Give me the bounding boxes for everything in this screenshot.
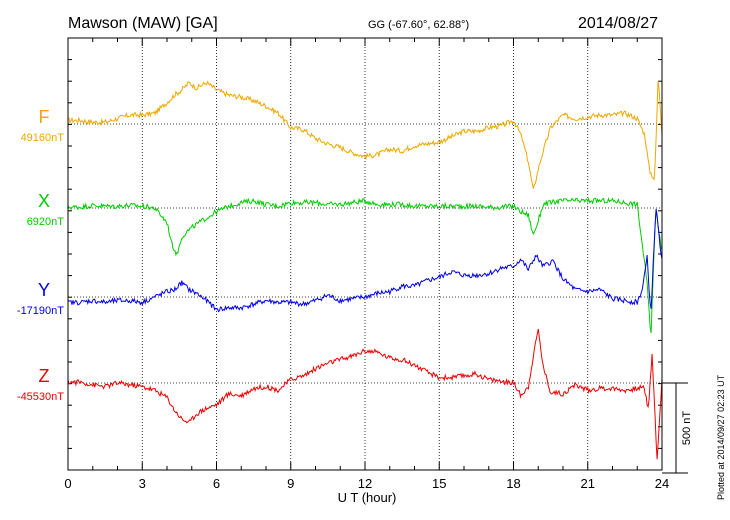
series-name-z: Z [39,366,50,386]
x-tick-label: 12 [358,476,372,491]
station-title: Mawson (MAW) [GA] [68,15,218,32]
geographic-coordinates: GG (-67.60°, 62.88°) [368,19,469,31]
x-tick-label: 3 [139,476,146,491]
x-tick-label: 6 [213,476,220,491]
x-tick-label: 21 [581,476,595,491]
series-baseline-x: 6920nT [27,216,65,228]
x-axis-label: U T (hour) [338,490,397,505]
x-tick-label: 9 [287,476,294,491]
series-line-y [67,208,663,313]
date-label: 2014/08/27 [578,15,658,32]
axis-ticks: 0 3 6 9 12 15 18 21 24 [64,38,669,491]
x-tick-label: 0 [64,476,71,491]
x-tick-label: 24 [655,476,669,491]
plotted-timestamp: Plotted at 2014/09/27 02:23 UT [716,374,726,500]
series-line-z [67,328,663,460]
series-baseline-f: 49160nT [21,132,65,144]
plot-frame [67,37,663,471]
series-line-x [67,197,663,334]
scale-bar: 500 nT [662,382,693,474]
grid-lines [68,38,662,470]
series-baseline-z: -45530nT [17,391,64,403]
series-lines [67,80,663,460]
series-name-y: Y [38,280,50,300]
scale-bar-label: 500 nT [681,411,693,446]
x-tick-label: 18 [506,476,520,491]
series-baseline-y: -17190nT [17,305,64,317]
component-labels: F 49160nT X 6920nT Y -17190nT Z -45530nT [17,107,64,403]
series-line-f [67,80,663,189]
x-tick-label: 15 [432,476,446,491]
series-name-x: X [38,191,50,211]
series-name-f: F [39,107,50,127]
